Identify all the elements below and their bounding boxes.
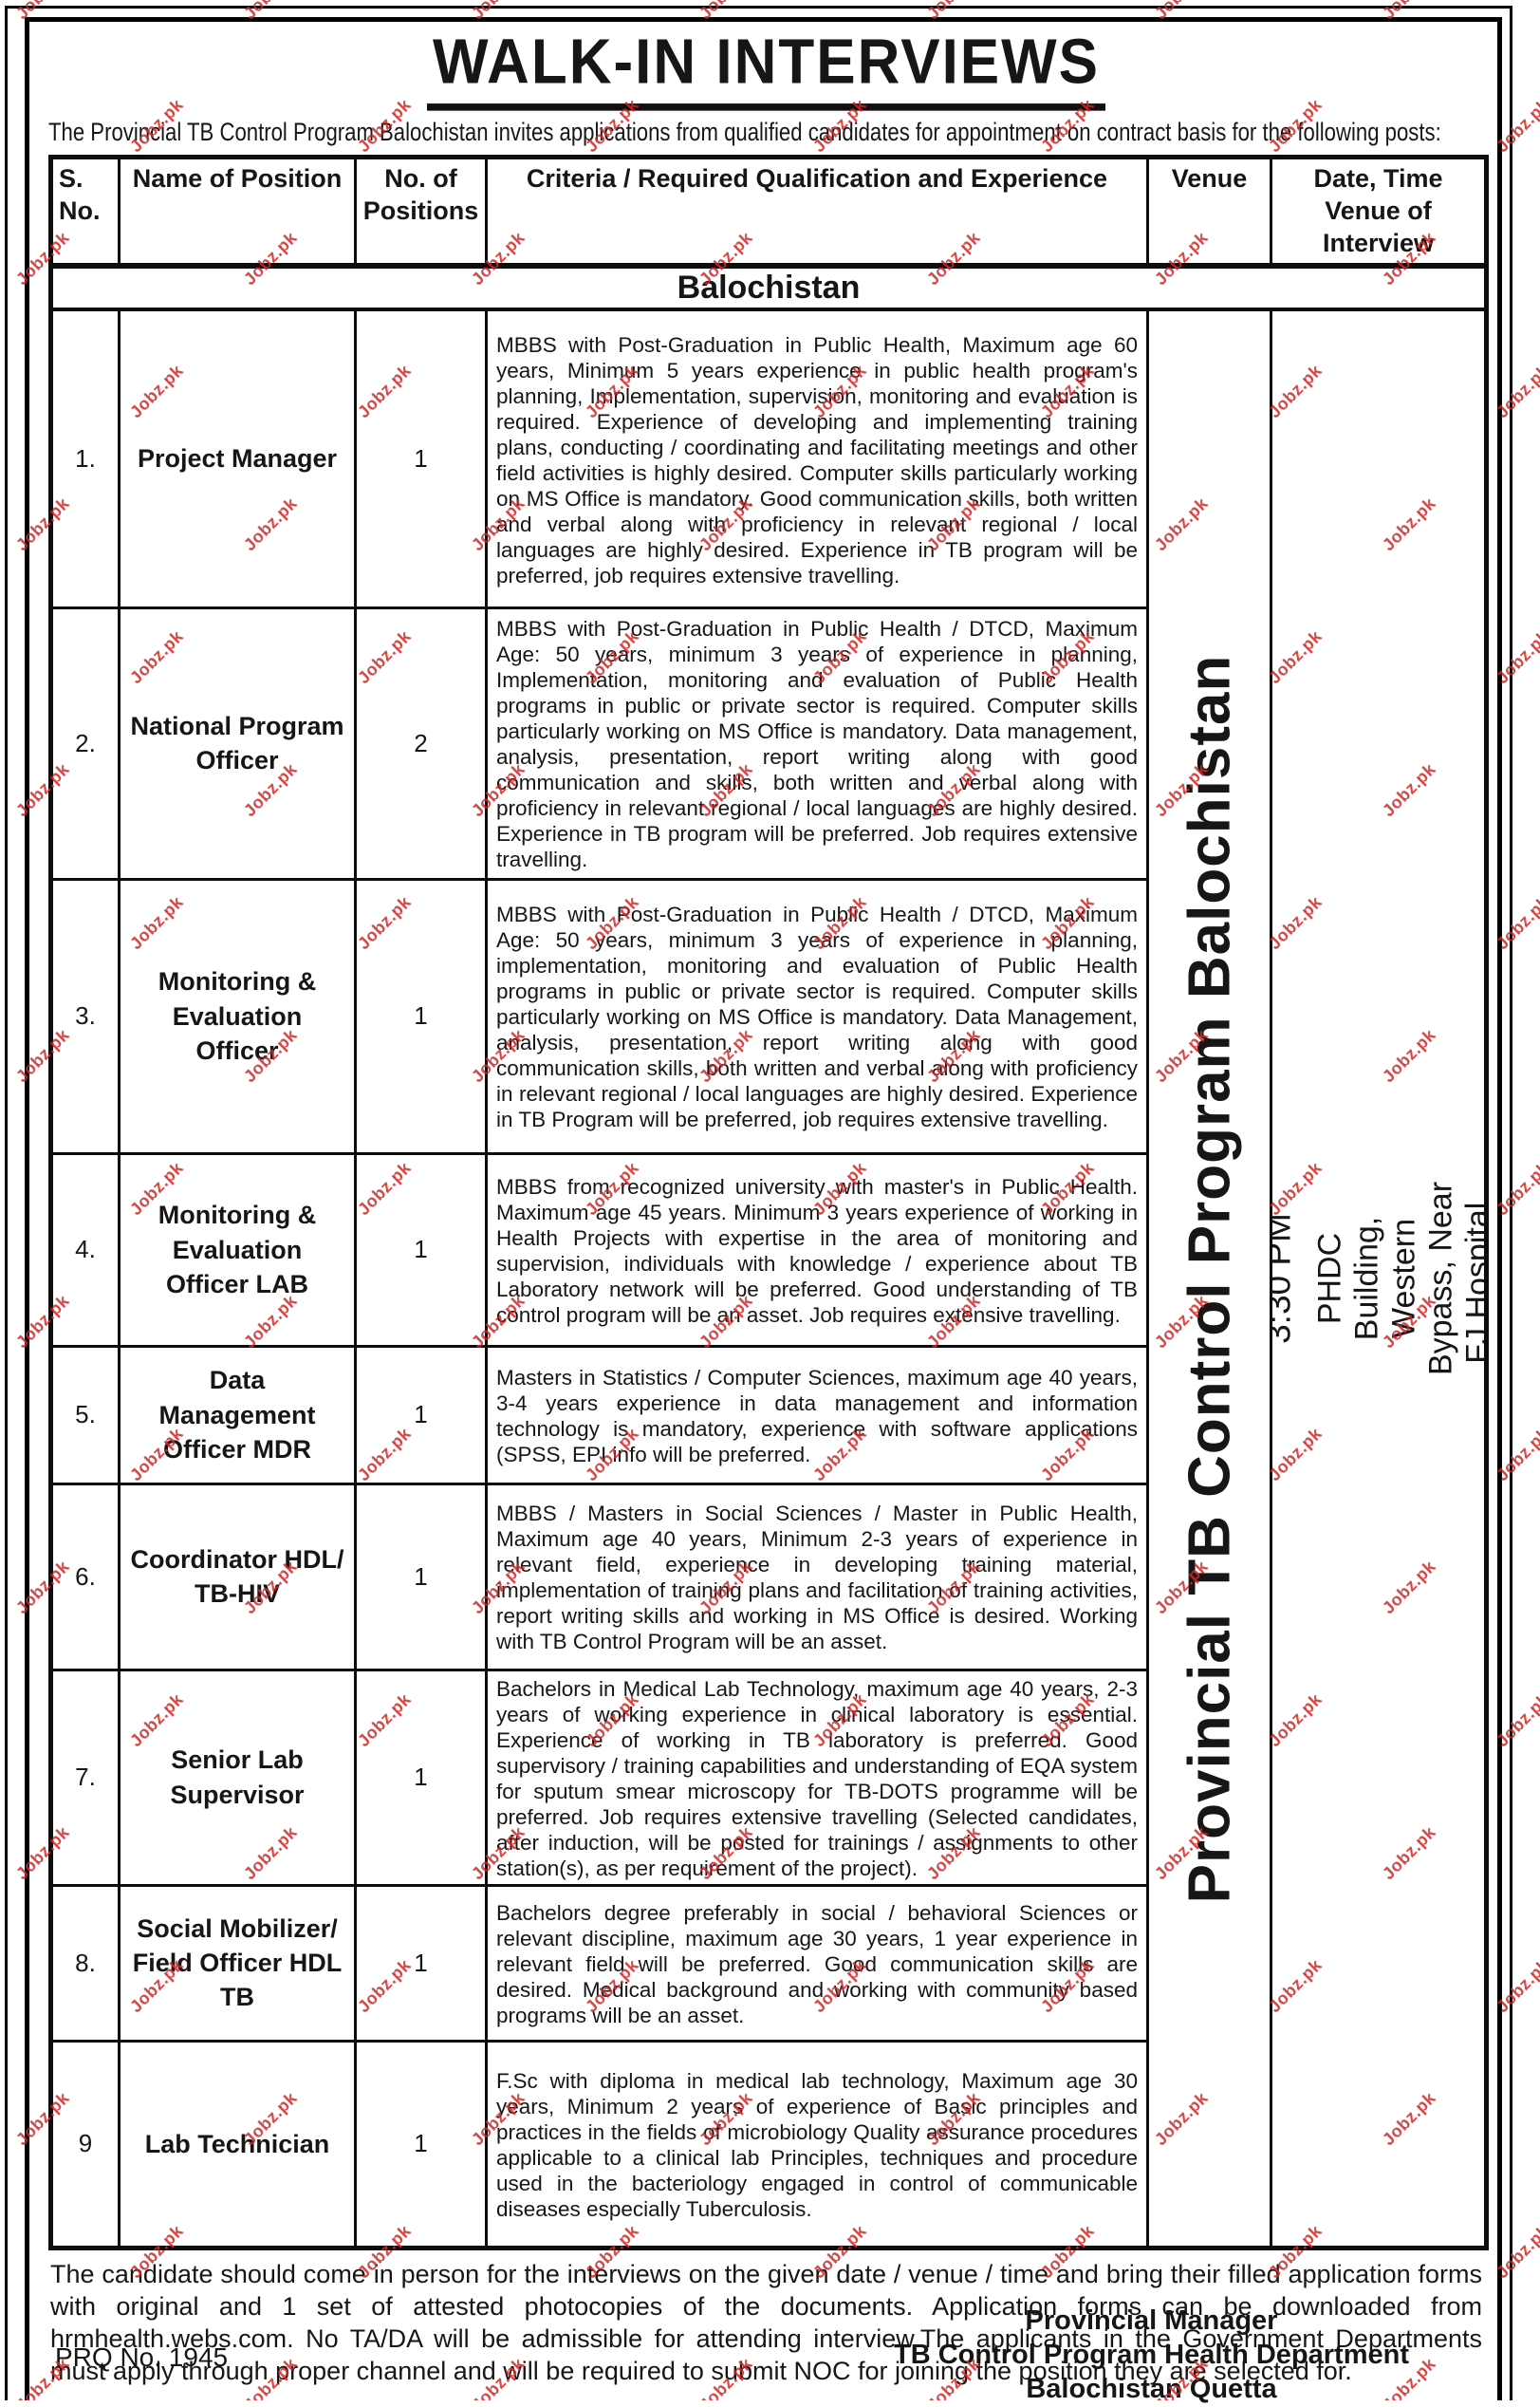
header-name: Name of Position xyxy=(118,156,357,270)
row-criteria: MBBS with Post-Graduation in Public Heal… xyxy=(485,606,1149,881)
row-positions-count: 1 xyxy=(354,1151,488,1348)
row-position-name: Project Manager xyxy=(118,308,357,609)
table-row: 7. Senior Lab Supervisor 1 Bachelors in … xyxy=(49,1668,1487,1887)
ad-container: WALK-IN INTERVIEWS The Provincial TB Con… xyxy=(25,17,1502,2400)
row-position-name: Senior Lab Supervisor xyxy=(118,1668,357,1887)
row-criteria: MBBS with Post-Graduation in Public Heal… xyxy=(485,308,1149,609)
interview-address: PHDC Building, Western Bypass, Near FJ H… xyxy=(1311,1181,1485,1376)
row-sno: 8. xyxy=(49,1883,121,2043)
row-positions-count: 1 xyxy=(354,1668,488,1887)
venue-cell: Provincial TB Control Program Balochista… xyxy=(1146,308,1272,2249)
row-criteria: MBBS with Post-Graduation in Public Heal… xyxy=(485,877,1149,1155)
row-criteria: Bachelors degree preferably in social / … xyxy=(485,1883,1149,2043)
row-position-name: Monitoring & Evaluation Officer LAB xyxy=(118,1151,357,1348)
row-criteria: F.Sc with diploma in medical lab technol… xyxy=(485,2039,1149,2249)
signature-block: Provincial Manager TB Control Program He… xyxy=(894,2304,1409,2407)
row-position-name: National Program Officer xyxy=(118,606,357,881)
table-row: 5. Data Management Officer MDR 1 Masters… xyxy=(49,1344,1487,1485)
row-sno: 2. xyxy=(49,606,121,881)
venue-rotated-wrap: Provincial TB Control Program Balochista… xyxy=(1149,311,1270,2246)
section-row: Balochistan xyxy=(49,264,1488,312)
row-positions-count: 1 xyxy=(354,877,488,1155)
row-position-name: Data Management Officer MDR xyxy=(118,1344,357,1485)
row-sno: 1. xyxy=(49,308,121,609)
row-sno: 7. xyxy=(49,1668,121,1887)
row-criteria: MBBS / Masters in Social Sciences / Mast… xyxy=(485,1482,1149,1671)
signature-line: Provincial Manager xyxy=(1025,2305,1278,2336)
table-row: 1. Project Manager 1 MBBS with Post-Grad… xyxy=(49,308,1488,2249)
row-criteria: Masters in Statistics / Computer Science… xyxy=(485,1344,1149,1485)
header-positions: No. of Positions xyxy=(354,156,488,270)
row-positions-count: 1 xyxy=(354,308,488,609)
ad-title: WALK-IN INTERVIEWS xyxy=(426,26,1106,111)
row-positions-count: 1 xyxy=(354,1883,488,2043)
header-sno: S. No. xyxy=(49,156,121,270)
intro-text: The Provincial TB Control Program Baloch… xyxy=(48,118,1441,146)
signature-line: TB Control Program Health Department xyxy=(894,2339,1409,2370)
positions-table: S. No. Name of Position No. of Positions… xyxy=(48,155,1489,2250)
table-row: 6. Coordinator HDL/ TB-HIV 1 MBBS / Mast… xyxy=(49,1482,1487,1671)
table-row: 8. Social Mobilizer/ Field Officer HDL T… xyxy=(49,1883,1487,2043)
row-sno: 5. xyxy=(49,1344,121,1485)
row-position-name: Social Mobilizer/ Field Officer HDL TB xyxy=(118,1883,357,2043)
table-row: 9 Lab Technician 1 F.Sc with diploma in … xyxy=(49,2039,1487,2249)
row-positions-count: 2 xyxy=(354,606,488,881)
row-criteria: Bachelors in Medical Lab Technology, max… xyxy=(485,1668,1149,1887)
table-row: 3. Monitoring & Evaluation Officer 1 MBB… xyxy=(49,877,1487,1155)
table-header-row: S. No. Name of Position No. of Positions… xyxy=(49,156,1488,270)
prq-number: PRQ No. 1945 xyxy=(55,2342,229,2372)
section-header: Balochistan xyxy=(49,264,1488,312)
header-criteria: Criteria / Required Qualification and Ex… xyxy=(485,156,1149,270)
row-positions-count: 1 xyxy=(354,1344,488,1485)
header-venue: Venue xyxy=(1146,156,1272,270)
title-wrap: WALK-IN INTERVIEWS xyxy=(48,26,1484,111)
row-positions-count: 1 xyxy=(354,1482,488,1671)
row-sno: 3. xyxy=(49,877,121,1155)
signature-line: Balochistan Quetta xyxy=(1026,2373,1277,2404)
row-position-name: Lab Technician xyxy=(118,2039,357,2249)
footer-note: The candidate should come in person for … xyxy=(50,2259,1482,2385)
header-date: Date, Time Venue of Interview xyxy=(1270,156,1488,270)
date-lines-block: 17th March 2014 from 9:30 AM to 3:30 PM … xyxy=(1272,1173,1484,1385)
row-sno: 4. xyxy=(49,1151,121,1348)
interview-datetime: 17th March 2014 from 9:30 AM to 3:30 PM xyxy=(1272,1213,1298,1344)
table-row: 4. Monitoring & Evaluation Officer LAB 1… xyxy=(49,1151,1487,1348)
row-positions-count: 1 xyxy=(354,2039,488,2249)
row-position-name: Monitoring & Evaluation Officer xyxy=(118,877,357,1155)
row-sno: 6. xyxy=(49,1482,121,1671)
row-position-name: Coordinator HDL/ TB-HIV xyxy=(118,1482,357,1671)
row-sno: 9 xyxy=(49,2039,121,2249)
page-border xyxy=(5,6,1512,2400)
venue-vertical-text: Provincial TB Control Program Balochista… xyxy=(1177,654,1243,1903)
table-row: 2. National Program Officer 2 MBBS with … xyxy=(49,606,1487,881)
date-time-cell: 17th March 2014 from 9:30 AM to 3:30 PM … xyxy=(1270,308,1488,2249)
row-criteria: MBBS from recognized university with mas… xyxy=(485,1151,1149,1348)
date-rotated-wrap: 17th March 2014 from 9:30 AM to 3:30 PM … xyxy=(1272,311,1484,2246)
